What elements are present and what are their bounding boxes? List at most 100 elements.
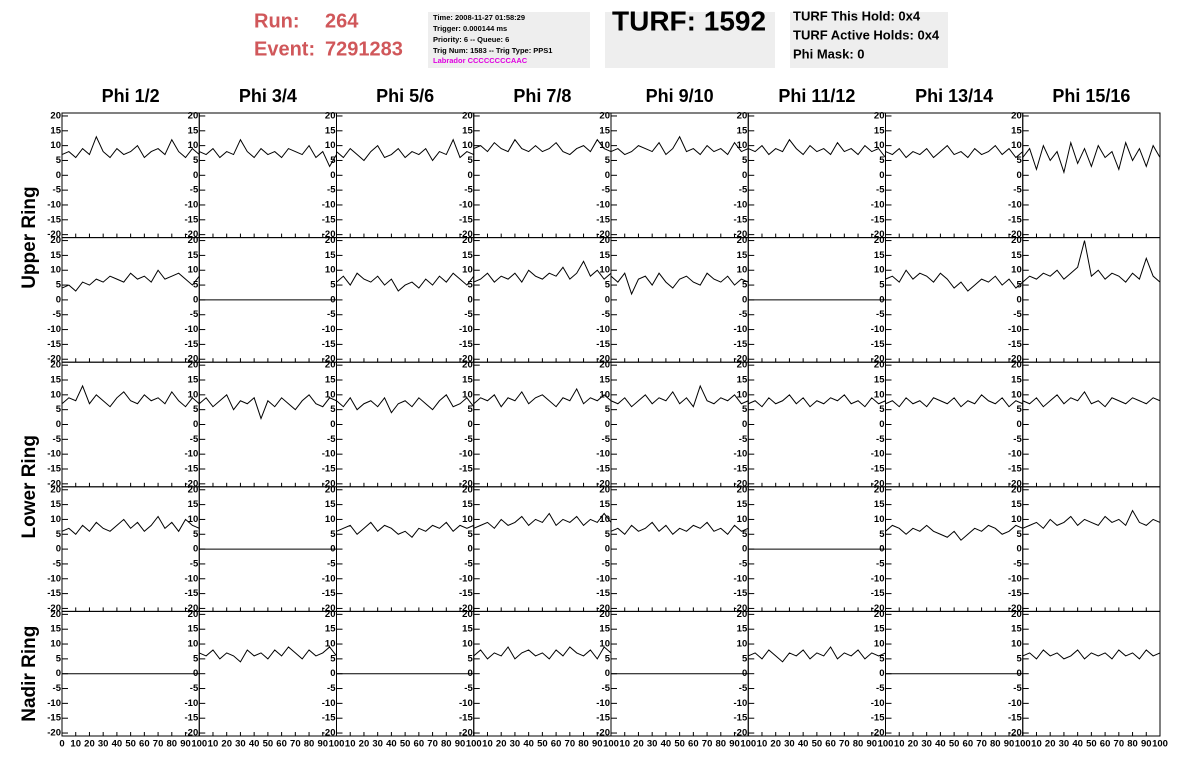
x-tick-label: 40 bbox=[249, 739, 260, 750]
x-tick-label: 10 bbox=[70, 739, 81, 750]
y-tick-label: 10 bbox=[1011, 514, 1022, 525]
y-tick-label: 20 bbox=[188, 235, 199, 246]
x-tick-label: 60 bbox=[1100, 739, 1111, 750]
y-tick-label: -5 bbox=[876, 434, 885, 445]
x-tick-label: 80 bbox=[304, 739, 315, 750]
panel-frame bbox=[610, 237, 749, 363]
y-tick-label: 15 bbox=[874, 125, 885, 136]
x-tick-label: 90 bbox=[729, 739, 740, 750]
y-tick-label: -5 bbox=[327, 558, 336, 569]
panel-frame bbox=[1022, 610, 1161, 737]
y-tick-label: -20 bbox=[734, 603, 748, 614]
y-tick-label: 0 bbox=[193, 294, 198, 305]
y-tick-label: -10 bbox=[871, 573, 885, 584]
y-tick-label: -20 bbox=[185, 354, 199, 365]
y-tick-label: 20 bbox=[737, 235, 748, 246]
x-tick-label: 90 bbox=[455, 739, 466, 750]
y-tick-label: 5 bbox=[330, 280, 336, 291]
y-tick-label: 20 bbox=[188, 484, 199, 495]
y-tick-label: -5 bbox=[1013, 185, 1022, 196]
y-tick-label: 15 bbox=[188, 375, 199, 386]
y-tick-label: -20 bbox=[47, 478, 61, 489]
y-tick-label: -10 bbox=[1008, 698, 1022, 709]
y-tick-label: 20 bbox=[462, 484, 473, 495]
labrador-line: Labrador CCCCCCCCAAC bbox=[433, 56, 528, 65]
y-tick-label: 15 bbox=[50, 375, 61, 386]
y-tick-label: -5 bbox=[1013, 683, 1022, 694]
y-tick-label: 15 bbox=[599, 624, 610, 635]
y-tick-label: 20 bbox=[737, 360, 748, 371]
x-tick-label: 60 bbox=[414, 739, 425, 750]
y-tick-label: 10 bbox=[737, 265, 748, 276]
x-tick-label: 20 bbox=[908, 739, 919, 750]
y-tick-label: -5 bbox=[739, 309, 748, 320]
y-tick-label: 20 bbox=[325, 484, 336, 495]
y-tick-label: 10 bbox=[1011, 389, 1022, 400]
y-tick-label: 5 bbox=[605, 155, 611, 166]
y-tick-label: 20 bbox=[325, 110, 336, 121]
y-tick-label: 0 bbox=[1016, 419, 1021, 430]
y-tick-label: -20 bbox=[734, 478, 748, 489]
x-tick-label: 100 bbox=[740, 739, 756, 750]
ring-label: Nadir Ring bbox=[19, 626, 40, 722]
y-tick-label: 15 bbox=[1011, 624, 1022, 635]
x-tick-label: 100 bbox=[1015, 739, 1031, 750]
y-tick-label: -10 bbox=[871, 698, 885, 709]
y-tick-label: 5 bbox=[467, 404, 473, 415]
y-tick-label: -10 bbox=[459, 449, 473, 460]
panel-frame bbox=[610, 361, 749, 488]
y-tick-label: -10 bbox=[185, 698, 199, 709]
y-tick-label: -15 bbox=[871, 588, 885, 599]
y-tick-label: 10 bbox=[462, 639, 473, 650]
waveform bbox=[473, 646, 612, 660]
x-tick-label: 100 bbox=[878, 739, 894, 750]
y-tick-label: -20 bbox=[596, 354, 610, 365]
info-box bbox=[428, 12, 590, 68]
y-tick-label: 20 bbox=[1011, 110, 1022, 121]
panel-frame bbox=[61, 361, 200, 488]
turf-info-line: TURF This Hold: 0x4 bbox=[793, 8, 921, 23]
x-tick-label: 30 bbox=[784, 739, 795, 750]
y-tick-label: -5 bbox=[327, 434, 336, 445]
y-tick-label: -15 bbox=[596, 339, 610, 350]
y-tick-label: -10 bbox=[871, 199, 885, 210]
y-tick-label: -5 bbox=[739, 683, 748, 694]
y-tick-label: 20 bbox=[874, 484, 885, 495]
y-tick-label: -10 bbox=[185, 324, 199, 335]
panel-frame bbox=[198, 610, 337, 737]
y-tick-label: -10 bbox=[47, 573, 61, 584]
y-tick-label: -10 bbox=[185, 449, 199, 460]
y-tick-label: -15 bbox=[734, 339, 748, 350]
y-tick-label: -20 bbox=[734, 354, 748, 365]
y-tick-label: 15 bbox=[188, 125, 199, 136]
x-tick-label: 60 bbox=[963, 739, 974, 750]
y-tick-label: -15 bbox=[871, 339, 885, 350]
y-tick-label: -15 bbox=[47, 339, 61, 350]
x-tick-label: 70 bbox=[976, 739, 987, 750]
y-tick-label: -20 bbox=[185, 478, 199, 489]
y-tick-label: -5 bbox=[1013, 558, 1022, 569]
panel-frame bbox=[473, 610, 612, 737]
panel-frame bbox=[336, 361, 475, 488]
y-tick-label: -10 bbox=[322, 698, 336, 709]
y-tick-label: 5 bbox=[879, 280, 885, 291]
x-tick-label: 90 bbox=[866, 739, 877, 750]
y-tick-label: 0 bbox=[742, 170, 747, 181]
y-tick-label: -20 bbox=[322, 603, 336, 614]
y-tick-label: 0 bbox=[1016, 294, 1021, 305]
y-tick-label: -10 bbox=[596, 449, 610, 460]
panel-frame bbox=[610, 112, 749, 239]
y-tick-label: 5 bbox=[193, 155, 199, 166]
panel-frame bbox=[61, 237, 200, 363]
y-tick-label: 5 bbox=[193, 653, 199, 664]
y-tick-label: -20 bbox=[871, 728, 885, 739]
y-tick-label: 0 bbox=[879, 419, 884, 430]
y-tick-label: 10 bbox=[188, 389, 199, 400]
y-tick-label: 0 bbox=[56, 544, 61, 555]
x-tick-label: 90 bbox=[180, 739, 191, 750]
y-tick-label: -15 bbox=[871, 713, 885, 724]
turf-info-box bbox=[790, 12, 948, 68]
y-tick-label: -5 bbox=[190, 558, 199, 569]
y-tick-label: -5 bbox=[876, 185, 885, 196]
y-tick-label: 15 bbox=[325, 499, 336, 510]
